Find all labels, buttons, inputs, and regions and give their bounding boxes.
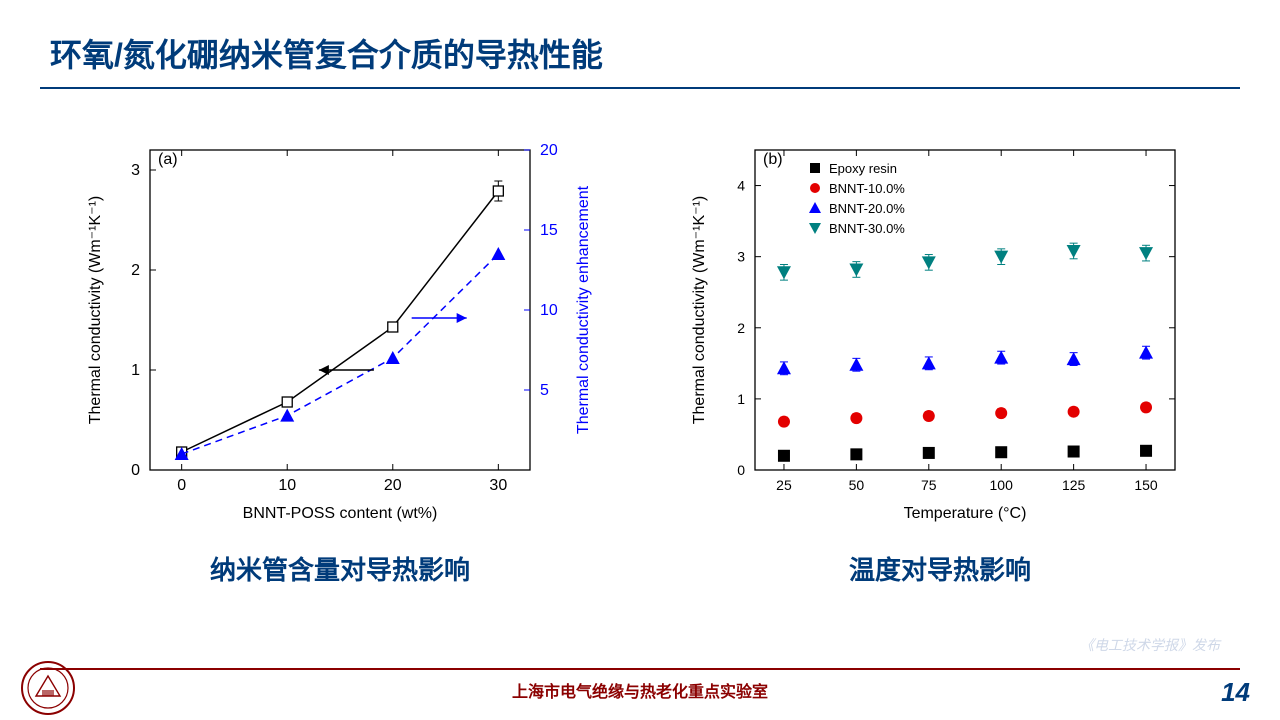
svg-text:10: 10 — [540, 302, 558, 319]
svg-text:150: 150 — [1134, 477, 1158, 493]
footer-line — [40, 668, 1240, 670]
watermark: 《电工技术学报》发布 — [1080, 635, 1220, 655]
svg-text:5: 5 — [540, 382, 549, 399]
chart-b-caption: 温度对导热影响 — [849, 550, 1031, 587]
chart-a-wrap: (a) 0 10 20 30 0 1 2 3 5 10 15 20 BNNT-POSS content (… — [80, 130, 600, 587]
svg-text:30: 30 — [489, 477, 507, 494]
footer-lab-name: 上海市电气绝缘与热老化重点实验室 — [0, 678, 1280, 702]
svg-text:0: 0 — [131, 462, 140, 479]
svg-text:Temperature (°C): Temperature (°C) — [904, 505, 1027, 522]
svg-text:125: 125 — [1062, 477, 1086, 493]
chart-b: (b) 25 50 75 100 125 150 0 1 2 3 4 Temperature (°C) T… — [680, 130, 1200, 530]
svg-text:BNNT-10.0%: BNNT-10.0% — [829, 181, 905, 196]
svg-text:50: 50 — [849, 477, 865, 493]
svg-text:2: 2 — [131, 262, 140, 279]
chart-a: (a) 0 10 20 30 0 1 2 3 5 10 15 20 BNNT-POSS content (… — [80, 130, 600, 530]
svg-text:1: 1 — [737, 391, 745, 407]
svg-text:Thermal conductivity enhanceme: Thermal conductivity enhancement — [575, 185, 592, 434]
svg-text:1: 1 — [131, 362, 140, 379]
svg-text:(b): (b) — [763, 151, 783, 168]
charts-row: (a)010203001235101520BNNT-POSS content (… — [0, 130, 1280, 587]
svg-text:Epoxy resin: Epoxy resin — [829, 161, 897, 176]
svg-text:3: 3 — [131, 162, 140, 179]
svg-text:20: 20 — [384, 477, 402, 494]
slide-title: 环氧/氮化硼纳米管复合介质的导热性能 — [50, 30, 603, 76]
chart-a-caption: 纳米管含量对导热影响 — [210, 550, 470, 587]
svg-text:3: 3 — [737, 249, 745, 265]
svg-text:BNNT-30.0%: BNNT-30.0% — [829, 221, 905, 236]
svg-text:10: 10 — [278, 477, 296, 494]
svg-text:20: 20 — [540, 142, 558, 159]
svg-text:BNNT-20.0%: BNNT-20.0% — [829, 201, 905, 216]
title-underline — [40, 87, 1240, 89]
svg-text:2: 2 — [737, 320, 745, 336]
page-number: 14 — [1221, 677, 1250, 708]
university-logo — [20, 660, 76, 716]
svg-text:0: 0 — [177, 477, 186, 494]
svg-text:Thermal conductivity (Wm⁻¹K⁻¹): Thermal conductivity (Wm⁻¹K⁻¹) — [87, 196, 104, 424]
svg-text:(a): (a) — [158, 151, 178, 168]
svg-text:15: 15 — [540, 222, 558, 239]
chart-b-wrap: (b) 25 50 75 100 125 150 0 1 2 3 4 Temperature (°C) T… — [680, 130, 1200, 587]
svg-text:Thermal conductivity (Wm⁻¹K⁻¹): Thermal conductivity (Wm⁻¹K⁻¹) — [691, 196, 708, 424]
svg-text:0: 0 — [737, 462, 745, 478]
svg-text:75: 75 — [921, 477, 937, 493]
svg-text:BNNT-POSS content (wt%): BNNT-POSS content (wt%) — [243, 505, 438, 522]
svg-text:25: 25 — [776, 477, 792, 493]
svg-text:4: 4 — [737, 178, 745, 194]
svg-text:100: 100 — [990, 477, 1014, 493]
